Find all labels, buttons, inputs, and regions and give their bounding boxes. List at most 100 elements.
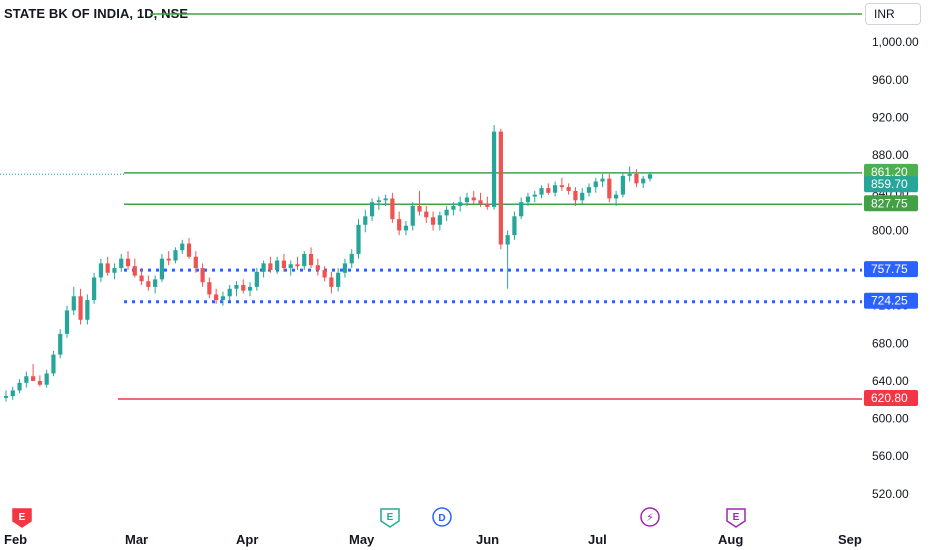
events-layer[interactable]: E E D ⚡ E bbox=[12, 507, 746, 528]
candle bbox=[275, 256, 280, 274]
candle-body bbox=[180, 243, 185, 251]
candle-body bbox=[315, 265, 320, 270]
candle-body bbox=[186, 243, 192, 257]
candle bbox=[600, 173, 605, 188]
x-tick-label: Sep bbox=[838, 532, 862, 547]
candle-body bbox=[254, 271, 259, 287]
candle bbox=[369, 198, 375, 222]
candle-body bbox=[580, 192, 585, 201]
candle bbox=[214, 288, 219, 304]
candle bbox=[424, 205, 429, 223]
candle-body bbox=[525, 196, 531, 203]
earnings-shape bbox=[12, 508, 32, 528]
candle-body bbox=[647, 174, 653, 179]
candle bbox=[356, 219, 361, 259]
candle bbox=[132, 258, 137, 278]
candle-body bbox=[349, 253, 354, 264]
candle-body bbox=[3, 396, 9, 398]
y-tick-label: 920.00 bbox=[872, 111, 909, 125]
badge-label: 827.75 bbox=[871, 196, 908, 210]
candle-body bbox=[641, 178, 646, 184]
candle bbox=[227, 284, 232, 301]
candle bbox=[593, 177, 598, 193]
earnings-shape bbox=[726, 508, 746, 528]
candle-body bbox=[295, 264, 300, 267]
candle bbox=[329, 271, 334, 294]
candle-body bbox=[471, 197, 476, 201]
candle bbox=[363, 209, 368, 233]
candle bbox=[430, 211, 436, 231]
split-event-icon[interactable]: ⚡ bbox=[640, 507, 660, 527]
candle bbox=[471, 190, 476, 205]
earnings-event-icon[interactable]: E bbox=[726, 508, 746, 528]
candle bbox=[539, 185, 544, 199]
candle bbox=[417, 190, 422, 216]
dividend-symbol: D bbox=[438, 513, 445, 524]
y-tick-label: 800.00 bbox=[872, 223, 909, 237]
candle bbox=[207, 277, 212, 299]
candle-body bbox=[363, 216, 368, 225]
candle-body bbox=[214, 294, 219, 301]
candle-body bbox=[308, 253, 314, 266]
dividend-shape bbox=[432, 507, 452, 527]
candle bbox=[37, 375, 42, 387]
candle bbox=[247, 282, 253, 297]
y-tick-label: 640.00 bbox=[872, 374, 909, 388]
candle bbox=[146, 275, 151, 291]
candle-body bbox=[593, 181, 598, 188]
candle-body bbox=[207, 282, 212, 295]
candle bbox=[546, 183, 551, 195]
x-tick-label: Aug bbox=[718, 532, 743, 547]
candle bbox=[105, 256, 110, 276]
candle-body bbox=[369, 202, 375, 217]
badge-bg bbox=[864, 195, 918, 212]
y-tick-label: 1,000.00 bbox=[872, 35, 919, 49]
candle-body bbox=[451, 205, 456, 210]
candle-body bbox=[464, 197, 470, 203]
candle bbox=[166, 251, 171, 266]
candle bbox=[627, 166, 632, 182]
badge-label: 859.70 bbox=[871, 177, 908, 191]
candle bbox=[444, 205, 449, 222]
candle-body bbox=[193, 256, 198, 269]
candle bbox=[390, 192, 395, 223]
candles-layer bbox=[3, 125, 653, 402]
candle-body bbox=[241, 284, 246, 291]
y-tick-label: 560.00 bbox=[872, 449, 909, 463]
badge-bg bbox=[864, 261, 918, 278]
candle-body bbox=[37, 380, 42, 385]
candle bbox=[552, 181, 558, 197]
candle bbox=[153, 275, 158, 294]
earnings-symbol: E bbox=[19, 512, 26, 523]
candle-body bbox=[505, 235, 510, 245]
candle bbox=[241, 279, 246, 294]
candle bbox=[125, 251, 131, 270]
candle-body bbox=[132, 266, 137, 276]
earnings-event-icon[interactable]: E bbox=[380, 508, 400, 528]
candle bbox=[620, 172, 625, 198]
candle bbox=[464, 192, 470, 206]
candle bbox=[485, 196, 490, 210]
candle-body bbox=[478, 200, 483, 205]
time-axis[interactable]: Feb Mar Apr May Jun Jul Aug Sep bbox=[4, 532, 862, 547]
candle bbox=[64, 305, 70, 338]
candle bbox=[71, 286, 76, 316]
candle bbox=[3, 390, 9, 402]
candle bbox=[607, 173, 612, 203]
candle-body bbox=[119, 258, 124, 269]
candle bbox=[288, 260, 293, 276]
candle-body bbox=[44, 373, 49, 385]
candle bbox=[31, 364, 36, 381]
candle-body bbox=[498, 131, 503, 245]
candle bbox=[180, 239, 185, 254]
currency-button[interactable]: INR bbox=[865, 3, 921, 25]
candle-body bbox=[261, 263, 266, 272]
candle-body bbox=[336, 272, 341, 287]
dividend-event-icon[interactable]: D bbox=[432, 507, 452, 527]
candle bbox=[397, 211, 402, 236]
candle-body bbox=[356, 224, 361, 254]
candle-body bbox=[159, 258, 165, 280]
earnings-event-icon[interactable]: E bbox=[12, 508, 32, 528]
candle-body bbox=[458, 202, 463, 206]
